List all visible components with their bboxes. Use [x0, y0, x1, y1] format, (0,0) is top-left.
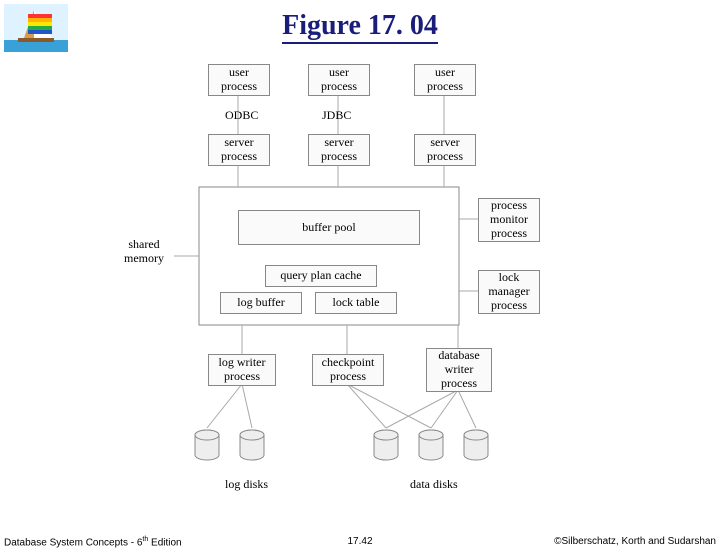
node-checkpoint: checkpointprocess: [312, 354, 384, 386]
architecture-diagram: userprocess userprocess userprocess serverp…: [90, 60, 630, 510]
label-shmem: sharedmemory: [124, 238, 164, 266]
node-server2: serverprocess: [308, 134, 370, 166]
node-logbuf: log buffer: [220, 292, 302, 314]
label-logdisks: log disks: [225, 478, 268, 492]
node-server1: serverprocess: [208, 134, 270, 166]
label-jdbc: JDBC: [322, 109, 351, 123]
label-datadisks: data disks: [410, 478, 458, 492]
node-lockmgr: lockmanagerprocess: [478, 270, 540, 314]
node-bufpool: buffer pool: [238, 210, 420, 245]
node-server3: serverprocess: [414, 134, 476, 166]
node-locktab: lock table: [315, 292, 397, 314]
node-user1: userprocess: [208, 64, 270, 96]
node-qpc: query plan cache: [265, 265, 377, 287]
node-user2: userprocess: [308, 64, 370, 96]
label-odbc: ODBC: [225, 109, 258, 123]
node-logwriter: log writerprocess: [208, 354, 276, 386]
figure-title: Figure 17. 04: [0, 10, 720, 44]
node-dbwriter: databasewriterprocess: [426, 348, 492, 392]
footer-copyright: ©Silberschatz, Korth and Sudarshan: [554, 536, 716, 547]
node-user3: userprocess: [414, 64, 476, 96]
node-procmon: processmonitorprocess: [478, 198, 540, 242]
